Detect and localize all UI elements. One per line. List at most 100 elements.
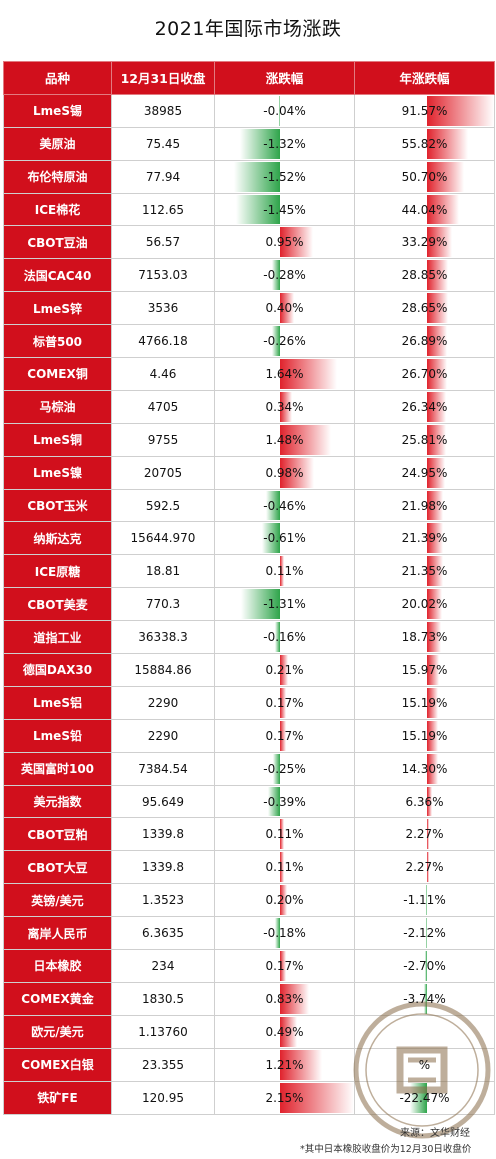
change-cell: 0.83% [214,981,355,1016]
table-row: LmeS铝 2290 0.17% 15.19% [3,685,495,720]
header-year-change: 年涨跌幅 [354,61,495,95]
row-name: 英镑/美元 [3,883,112,918]
year-change-cell: 44.04% [354,192,495,227]
row-name: LmeS铜 [3,422,112,457]
change-cell: -0.25% [214,751,355,786]
year-change-value: 15.97% [401,662,448,677]
row-close: 1.13760 [111,1014,215,1049]
change-cell: 0.40% [214,291,355,326]
row-close: 9755 [111,422,215,457]
change-bar [280,293,295,324]
table-row: LmeS镍 20705 0.98% 24.95% [3,455,495,490]
row-close: 6.3635 [111,916,215,951]
row-name: CBOT大豆 [3,850,112,885]
year-change-cell: 28.65% [354,291,495,326]
year-change-value: 50.70% [401,169,448,184]
row-close: 1830.5 [111,981,215,1016]
row-close: 3536 [111,291,215,326]
row-name: LmeS铅 [3,718,112,753]
change-value: 0.11% [265,564,304,579]
row-name: 道指工业 [3,620,112,655]
year-change-bar [427,359,447,389]
row-name: COMEX白银 [3,1047,112,1082]
year-change-bar [427,326,447,357]
year-change-bar [427,655,439,685]
row-name: CBOT豆油 [3,225,112,260]
change-value: 0.17% [265,958,304,973]
row-close: 592.5 [111,488,215,523]
change-cell: -0.04% [214,93,355,128]
row-close: 36338.3 [111,620,215,655]
header-close: 12月31日收盘 [111,61,215,95]
change-cell: 0.34% [214,389,355,424]
year-change-cell: 91.57% [354,93,495,128]
year-change-value: 20.02% [401,597,448,612]
change-cell: 0.21% [214,653,355,687]
footnote: *其中日本橡胶收盘价为12月30日收盘价 [300,1144,472,1155]
year-change-cell: 26.89% [354,324,495,359]
table-row: 美元指数 95.649 -0.39% 6.36% [3,784,495,819]
year-change-bar [427,589,442,620]
row-close: 112.65 [111,192,215,227]
row-name: 布伦特原油 [3,159,112,194]
change-value: -0.25% [263,761,306,776]
change-cell: 0.98% [214,455,355,490]
row-close: 1339.8 [111,850,215,885]
row-close: 120.95 [111,1080,215,1115]
table-row: 日本橡胶 234 0.17% -2.70% [3,949,495,983]
change-cell: 0.11% [214,817,355,852]
change-bar [280,359,337,389]
change-cell: -0.46% [214,488,355,523]
change-value: 0.11% [265,827,304,842]
change-bar [274,918,281,949]
year-change-cell: 25.81% [354,422,495,457]
change-value: 1.64% [265,366,304,381]
change-cell: 1.21% [214,1047,355,1082]
change-value: -0.46% [263,498,306,513]
year-change-cell: 2.27% [354,817,495,852]
header-change: 涨跌幅 [214,61,355,95]
row-name: 日本橡胶 [3,949,112,983]
year-change-bar [427,293,449,324]
year-change-value: 15.19% [401,695,448,710]
year-change-value: 91.57% [401,103,448,118]
table-row: 布伦特原油 77.94 -1.52% 50.70% [3,159,495,194]
year-change-value: 21.98% [401,498,448,513]
row-name: 德国DAX30 [3,653,112,687]
year-change-bar [427,786,432,817]
year-change-bar [425,951,428,981]
row-name: 标普500 [3,324,112,359]
row-name: LmeS锌 [3,291,112,326]
change-value: -0.26% [263,334,306,349]
year-change-bar [427,424,447,455]
year-change-cell: 55.82% [354,126,495,161]
change-value: 0.49% [265,1024,304,1039]
change-bar [272,753,281,784]
row-close: 1339.8 [111,817,215,852]
change-bar [280,457,314,488]
row-close: 18.81 [111,554,215,589]
year-change-value: 44.04% [401,202,448,217]
year-change-cell: 24.95% [354,455,495,490]
row-close: 38985 [111,93,215,128]
table-row: 法国CAC40 7153.03 -0.28% 28.85% [3,258,495,293]
year-change-bar [427,227,452,258]
change-cell: -1.45% [214,192,355,227]
table-row: 马棕油 4705 0.34% 26.34% [3,389,495,424]
year-change-bar [427,622,441,653]
year-change-value: 2.27% [405,827,444,842]
table-row: ICE棉花 112.65 -1.45% 44.04% [3,192,495,227]
change-cell: -0.39% [214,784,355,819]
row-close: 234 [111,949,215,983]
table-row: 美原油 75.45 -1.32% 55.82% [3,126,495,161]
change-cell: 2.15% [214,1080,355,1115]
year-change-cell: -2.12% [354,916,495,951]
row-name: ICE原糖 [3,554,112,589]
change-cell: -0.18% [214,916,355,951]
table-row: COMEX白银 23.355 1.21%% [3,1047,495,1082]
change-cell: -0.28% [214,258,355,293]
row-name: CBOT玉米 [3,488,112,523]
change-value: 1.48% [265,432,304,447]
row-name: 法国CAC40 [3,258,112,293]
year-change-cell: 21.39% [354,521,495,556]
